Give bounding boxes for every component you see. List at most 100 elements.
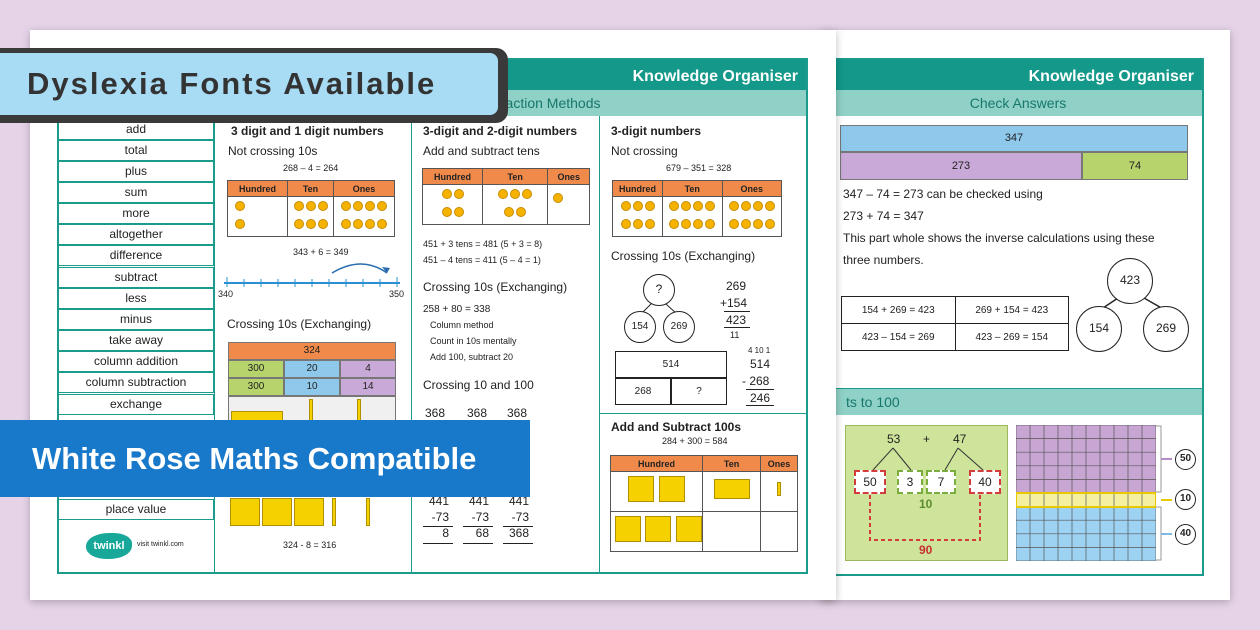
- colB-crossing: Crossing 10s (Exchanging): [423, 280, 567, 294]
- counter: [377, 201, 387, 211]
- counter: [377, 219, 387, 229]
- inverse-cell: 423 – 154 = 269: [842, 324, 956, 351]
- counter: [235, 201, 245, 211]
- colA-eq-bottom: 324 - 8 = 316: [283, 540, 336, 550]
- colA-bar: 300: [228, 378, 284, 396]
- pv-header: Hundred: [611, 456, 703, 472]
- bond-c: 7: [926, 470, 956, 494]
- counter: [365, 219, 375, 229]
- counter: [306, 219, 316, 229]
- inverse-cell: 423 – 269 = 154: [955, 324, 1069, 351]
- bond-ninety: 90: [919, 543, 932, 557]
- colC-add-mid: +154: [720, 296, 747, 310]
- colC-crossing: Crossing 10s (Exchanging): [611, 249, 755, 263]
- sum-line: [503, 526, 533, 527]
- colC-whole: ?: [643, 274, 675, 306]
- vocab-item: sum: [58, 182, 214, 203]
- colC-sub-ans: 246: [750, 391, 770, 405]
- colC-part2: 269: [663, 311, 695, 343]
- colC-bar-top: 514: [615, 351, 727, 378]
- pv-cell: [611, 512, 703, 552]
- right-header: Knowledge Organiser: [834, 60, 1202, 90]
- bond-d: 40: [969, 470, 1001, 494]
- colA-eq1: 268 – 4 = 264: [283, 163, 338, 173]
- pv-header: Ten: [663, 181, 723, 197]
- sum-line: [423, 543, 453, 544]
- colC-title: 3-digit numbers: [611, 124, 701, 138]
- number-line: [222, 255, 407, 290]
- dyslexia-banner-inner: Dyslexia Fonts Available: [0, 53, 498, 115]
- grid-brackets: [1156, 425, 1176, 561]
- colA-bar: 300: [228, 360, 284, 378]
- bonds-header: ts to 100: [834, 389, 1202, 415]
- sum-line: [746, 389, 774, 390]
- vocab-item: difference: [58, 245, 214, 266]
- counter: [442, 207, 452, 217]
- pv-cell: [611, 472, 703, 512]
- colC-hundreds-title: Add and Subtract 100s: [611, 420, 741, 434]
- hundred-block: [645, 516, 671, 542]
- vocab-item: more: [58, 203, 214, 224]
- counter: [235, 219, 245, 229]
- one-cube: [777, 482, 781, 496]
- pv-header: Hundred: [613, 181, 663, 197]
- vocab-item: minus: [58, 309, 214, 330]
- white-rose-ribbon: White Rose Maths Compatible: [0, 420, 530, 497]
- colA-pv-table: Hundred Ten Ones: [227, 180, 395, 237]
- column-sum-value: 368: [505, 526, 529, 540]
- counter: [318, 219, 328, 229]
- colB-eq2: 451 – 4 tens = 411 (5 – 4 = 1): [423, 255, 541, 265]
- vocab-item: altogether: [58, 224, 214, 245]
- counter: [522, 189, 532, 199]
- column-sum-value: 8: [425, 526, 449, 540]
- colB-bullet: Add 100, subtract 20: [430, 352, 513, 362]
- nl-start: 340: [218, 289, 233, 299]
- sum-line: [503, 543, 533, 544]
- pv-header: Ones: [722, 181, 782, 197]
- colA-blocks-bottom: [228, 498, 396, 530]
- pv-cell: [761, 512, 798, 552]
- colB-top-num: 368: [507, 406, 527, 420]
- twinkl-url: visit twinkl.com: [137, 541, 184, 548]
- pv-cell: [228, 197, 288, 237]
- pv-header: Ten: [288, 181, 334, 197]
- counter: [645, 201, 655, 211]
- counter: [693, 201, 703, 211]
- colC-part1: 154: [624, 311, 656, 343]
- counter: [669, 219, 679, 229]
- ten-rod: [332, 498, 336, 526]
- colC-add-carry: 11: [730, 330, 739, 340]
- colA-bar: 4: [340, 360, 396, 378]
- pv-header: Ten: [703, 456, 761, 472]
- pv-header: Ones: [548, 169, 590, 185]
- part-whole-part1: 154: [1076, 306, 1122, 352]
- hundred-block: [615, 516, 641, 542]
- colA-crossing: Crossing 10s (Exchanging): [227, 317, 371, 331]
- bond-a: 50: [854, 470, 886, 494]
- colB-bullet: Count in 10s mentally: [430, 336, 517, 346]
- check-line-4: three numbers.: [843, 253, 924, 267]
- check-bar-top: 347: [840, 125, 1188, 152]
- column-sum-value: -73: [505, 510, 529, 524]
- counter: [504, 207, 514, 217]
- twinkl-logo: twinkl: [86, 533, 132, 559]
- counter: [353, 219, 363, 229]
- check-bar-left: 273: [840, 152, 1082, 180]
- colB-bullet: Column method: [430, 320, 494, 330]
- vocab-item: subtract: [58, 267, 214, 288]
- pv-header: Ones: [761, 456, 798, 472]
- colC-hundreds-table: Hundred Ten Ones: [610, 455, 798, 552]
- colA-bar: 10: [284, 378, 340, 396]
- hundred-block: [676, 516, 702, 542]
- colB-sub: Add and subtract tens: [423, 144, 540, 158]
- check-line-2: 273 + 74 = 347: [843, 209, 924, 223]
- colB-title: 3-digit and 2-digit numbers: [423, 124, 577, 138]
- colC-not-crossing: Not crossing: [611, 144, 678, 158]
- bond-result-40: 40: [1175, 524, 1196, 545]
- counter: [454, 207, 464, 217]
- vocab-item: exchange: [58, 394, 214, 415]
- counter: [442, 189, 452, 199]
- colB-pv-table: Hundred Ten Ones: [422, 168, 590, 225]
- counter: [705, 219, 715, 229]
- counter: [645, 219, 655, 229]
